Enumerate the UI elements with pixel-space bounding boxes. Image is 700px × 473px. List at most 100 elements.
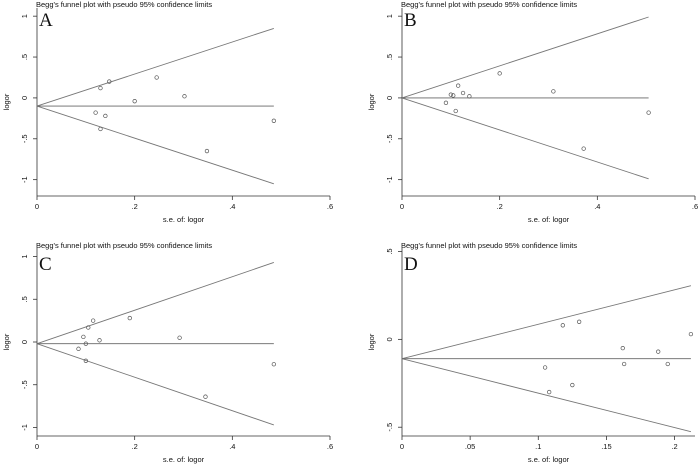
lower-confidence-limit [36,105,274,185]
y-tick-label: -1 [20,424,29,431]
study-point [443,100,449,105]
study-point [127,315,132,321]
study-point [656,349,661,354]
y-tick-label: .5 [385,54,394,60]
study-point [132,99,137,104]
study-point [581,146,586,151]
study-point [83,358,88,363]
study-point [81,334,86,340]
study-point [467,94,472,99]
y-tick-label: .5 [20,54,29,60]
x-tick-label: .6 [327,202,333,211]
x-axis-label: s.e. of: logor [163,455,205,464]
x-axis-label: s.e. of: logor [163,215,205,224]
study-point [182,94,187,99]
study-point [542,365,548,370]
x-tick-label: .6 [327,442,333,451]
study-point [621,361,627,367]
panel-b: Begg's funnel plot with pseudo 95% confi… [367,0,698,224]
x-tick-label: .4 [594,202,600,211]
y-tick-label: .5 [20,296,29,302]
study-point [456,83,461,88]
y-tick-label: -.5 [20,380,29,389]
study-point [453,108,458,114]
study-point [665,361,670,367]
study-point [448,92,453,97]
y-tick-label: -.5 [20,134,29,143]
panel-c: Begg's funnel plot with pseudo 95% confi… [2,241,333,464]
study-point [688,331,694,337]
y-tick-label: 0 [385,337,394,341]
y-tick-label: 0 [20,96,29,100]
x-tick-label: .15 [601,442,611,451]
x-axis-label: s.e. of: logor [528,215,570,224]
x-tick-label: .2 [497,202,503,211]
study-point [204,148,210,154]
study-point [570,382,575,388]
study-point [76,346,81,351]
study-point [577,319,582,324]
x-tick-label: .1 [535,442,541,451]
y-tick-label: -1 [20,176,29,183]
y-tick-label: -1 [385,176,394,183]
y-tick-label: 1 [20,14,29,18]
study-point [98,126,103,132]
panel-letter: C [39,254,52,275]
panel-letter: D [404,254,418,275]
chart-title: Begg's funnel plot with pseudo 95% confi… [36,241,212,250]
y-tick-label: 1 [385,14,394,18]
study-point [271,118,276,123]
panel-letter: A [39,10,53,31]
study-point [460,90,466,96]
x-tick-label: .2 [132,202,138,211]
x-tick-label: .6 [692,202,698,211]
study-point [107,79,112,84]
y-tick-label: -.5 [385,423,394,432]
study-point [271,362,276,367]
x-tick-label: 0 [35,442,39,451]
upper-confidence-limit [401,285,692,360]
y-axis-label: logor [367,333,376,350]
upper-confidence-limit [36,27,274,107]
y-tick-label: 0 [20,340,29,344]
lower-confidence-limit [36,343,274,426]
chart-title: Begg's funnel plot with pseudo 95% confi… [401,0,577,9]
panel-letter: B [404,10,417,31]
x-axis-label: s.e. of: logor [528,455,570,464]
study-point [91,318,96,323]
study-point [98,85,103,91]
study-point [97,338,102,343]
chart-title: Begg's funnel plot with pseudo 95% confi… [36,0,212,9]
upper-confidence-limit [401,16,649,99]
y-tick-label: .5 [385,248,394,254]
y-axis-label: logor [2,333,11,350]
study-point [93,110,98,115]
panel-a: Begg's funnel plot with pseudo 95% confi… [2,0,333,224]
x-tick-label: .2 [671,442,677,451]
study-point [83,341,88,346]
study-point [177,335,182,340]
study-point [547,389,552,395]
y-axis-label: logor [2,93,11,110]
x-tick-label: .05 [465,442,475,451]
study-point [560,323,565,328]
lower-confidence-limit [401,97,649,180]
study-point [451,93,456,98]
x-tick-label: 0 [400,442,404,451]
x-tick-label: .2 [132,442,138,451]
y-tick-label: 1 [20,254,29,258]
study-point [86,325,91,330]
x-tick-label: .4 [229,442,235,451]
y-tick-label: -.5 [385,134,394,143]
x-tick-label: .4 [229,202,235,211]
study-point [646,110,651,115]
x-tick-label: 0 [35,202,39,211]
study-point [154,75,159,80]
study-point [551,89,556,94]
panel-d: Begg's funnel plot with pseudo 95% confi… [367,241,695,464]
y-axis-label: logor [367,93,376,110]
study-point [497,71,502,76]
x-tick-label: 0 [400,202,404,211]
study-point [620,345,625,351]
